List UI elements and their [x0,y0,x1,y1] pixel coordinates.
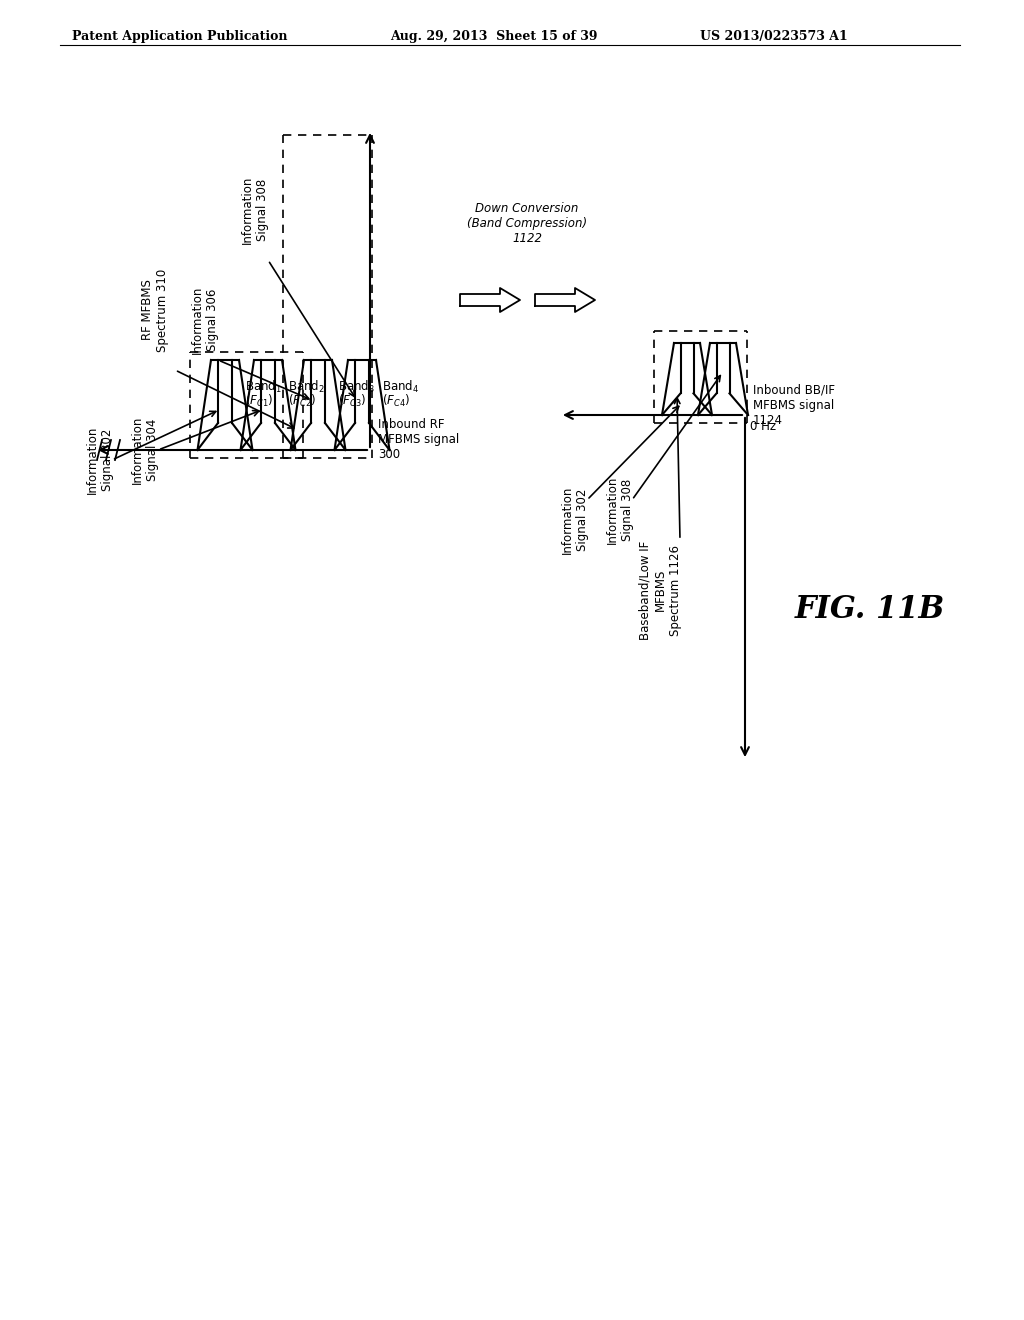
Polygon shape [460,288,520,312]
Polygon shape [535,288,595,312]
Text: Aug. 29, 2013  Sheet 15 of 39: Aug. 29, 2013 Sheet 15 of 39 [390,30,597,44]
Text: Information
Signal 306: Information Signal 306 [191,286,219,354]
Text: Information
Signal 304: Information Signal 304 [131,416,159,484]
Text: 0 Hz: 0 Hz [750,420,776,433]
Text: Inbound BB/IF
MFBMS signal
1124: Inbound BB/IF MFBMS signal 1124 [753,384,835,426]
Text: Band$_4$: Band$_4$ [382,379,419,395]
Text: RF MFBMS
Spectrum 310: RF MFBMS Spectrum 310 [141,268,169,351]
Text: ($F_{C1}$): ($F_{C1}$) [245,393,273,409]
Text: ($F_{C3}$): ($F_{C3}$) [338,393,367,409]
Text: FIG. 11B: FIG. 11B [795,594,945,626]
Text: ($F_{C2}$): ($F_{C2}$) [288,393,316,409]
Text: Band$_2$: Band$_2$ [288,379,325,395]
Text: Band$_3$: Band$_3$ [338,379,375,395]
Text: Information
Signal 308: Information Signal 308 [606,475,634,544]
Text: Information
Signal 308: Information Signal 308 [241,176,269,244]
Text: ($F_{C4}$): ($F_{C4}$) [382,393,411,409]
Text: Information
Signal 302: Information Signal 302 [86,426,114,494]
Text: Information
Signal 302: Information Signal 302 [561,486,589,554]
Text: Inbound RF
MFBMS signal
300: Inbound RF MFBMS signal 300 [378,418,459,462]
Text: Baseband/Low IF
MFBMS
Spectrum 1126: Baseband/Low IF MFBMS Spectrum 1126 [639,540,682,640]
Text: US 2013/0223573 A1: US 2013/0223573 A1 [700,30,848,44]
Text: Patent Application Publication: Patent Application Publication [72,30,288,44]
Text: Band$_1$: Band$_1$ [245,379,282,395]
Text: Down Conversion
(Band Compression)
1122: Down Conversion (Band Compression) 1122 [467,202,587,246]
